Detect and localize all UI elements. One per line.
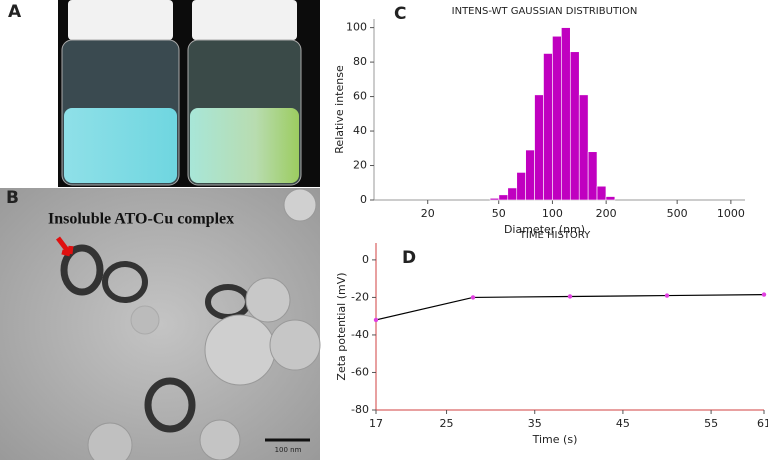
y-tick-label: 60: [353, 90, 367, 103]
y-tick-label: 20: [353, 159, 367, 172]
bar: [578, 94, 589, 201]
x-tick-label: 200: [596, 207, 617, 220]
y-tick-label: 0: [360, 193, 367, 206]
y-tick-label: 100: [346, 21, 367, 34]
vial-cap: [68, 0, 173, 40]
data-point: [761, 292, 767, 297]
x-axis-label: Time (s): [532, 433, 578, 446]
panel-label: B: [6, 188, 19, 208]
bar: [543, 53, 553, 201]
bar: [561, 27, 571, 201]
x-tick-label: 50: [492, 207, 506, 220]
x-tick-label: 25: [440, 417, 454, 430]
y-tick-label: -80: [351, 403, 369, 416]
x-tick-label: 20: [421, 207, 435, 220]
chart-title: INTENS-WT GAUSSIAN DISTRIBUTION: [452, 6, 638, 17]
x-tick-label: 100: [542, 207, 563, 220]
y-tick-label: 0: [362, 253, 369, 266]
bar: [489, 197, 500, 201]
chart-title: TIME HISTORY: [519, 230, 591, 241]
bar: [534, 94, 544, 201]
x-tick-label: 1000: [717, 207, 745, 220]
x-axis-label: Diameter (nm): [504, 223, 585, 236]
photo-b: [0, 188, 320, 460]
y-tick-label: 40: [353, 124, 367, 137]
data-point: [470, 295, 476, 300]
panel-label: A: [8, 2, 22, 22]
bar: [596, 185, 607, 201]
scale-bar-label: 100 nm: [275, 446, 302, 454]
bar: [507, 187, 518, 201]
y-tick-label: -20: [351, 290, 369, 303]
panel-label: C: [394, 4, 406, 24]
data-point: [664, 293, 670, 298]
y-tick-label: 80: [353, 55, 367, 68]
particles: [60, 188, 321, 460]
x-tick-label: 17: [369, 417, 383, 430]
bar: [569, 51, 580, 201]
bar: [498, 194, 509, 201]
bar: [552, 35, 562, 201]
data-point: [373, 317, 379, 323]
bar: [516, 172, 526, 201]
vial-cap: [192, 0, 297, 40]
bar: [525, 149, 535, 201]
annotation: Insoluble ATO-Cu complex: [48, 211, 234, 228]
panel-label: D: [402, 248, 416, 268]
data-point: [567, 294, 573, 299]
y-tick-label: -40: [351, 328, 369, 341]
y-axis-label: Relative intense: [333, 65, 346, 154]
liquid: [64, 108, 177, 183]
bar: [605, 196, 616, 201]
y-axis-label: Zeta potential (mV): [335, 272, 348, 380]
x-tick-label: 45: [616, 417, 630, 430]
bar: [587, 151, 598, 201]
liquid: [190, 108, 299, 183]
x-tick-label: 500: [667, 207, 688, 220]
y-tick-label: -60: [351, 365, 369, 378]
x-tick-label: 55: [704, 417, 718, 430]
x-tick-label: 61: [757, 417, 768, 430]
x-tick-label: 35: [528, 417, 542, 430]
arrow: [56, 236, 74, 257]
